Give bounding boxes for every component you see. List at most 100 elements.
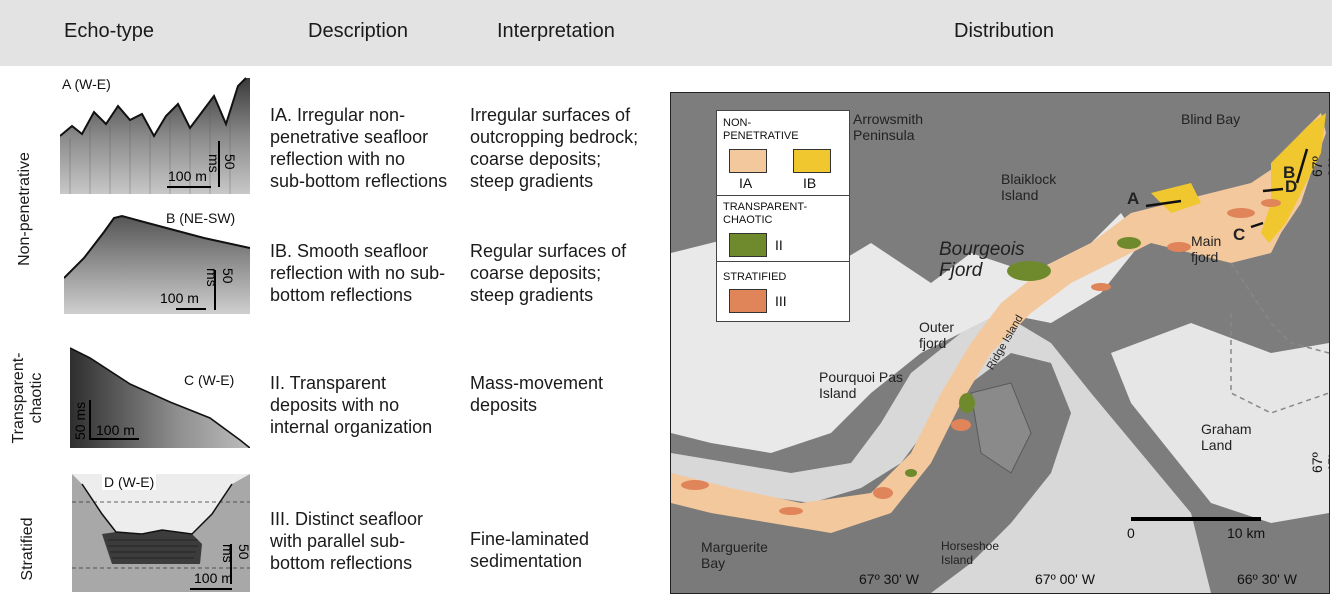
- fjord-iii-patch-1: [1227, 208, 1255, 218]
- description-ib: IB. Smooth seafloor reflection with no s…: [270, 241, 446, 305]
- echogram-a-hscale-label: 100 m: [168, 168, 207, 184]
- label-pourquoi-pas: Pourquoi Pas Island: [819, 369, 904, 401]
- echogram-d-vscale-bar: [230, 544, 232, 584]
- echogram-c: C (W-E) 50 ms 100 m: [70, 344, 250, 448]
- legend-label-ib: IB: [803, 175, 817, 191]
- legend-swatch-iii: [729, 289, 767, 313]
- boundary-line-1: [1230, 262, 1329, 354]
- fjord-iii-patch-3: [1167, 242, 1191, 252]
- legend-label-ii: II: [775, 237, 783, 253]
- coord-lat-2: 67º 45' S: [1309, 452, 1330, 473]
- label-profile-d: D: [1285, 177, 1298, 196]
- fjord-iii-patch-6: [873, 487, 893, 499]
- fjord-ia-area: [671, 113, 1326, 533]
- echogram-d-image: [72, 474, 250, 592]
- echogram-c-vscale-label: 50 ms: [72, 401, 88, 440]
- coord-lat-1: 67º 30' S: [1309, 156, 1330, 177]
- echogram-a-hscale-bar: [167, 186, 211, 188]
- echogram-b-hscale-label: 100 m: [160, 290, 199, 306]
- description-ia: IA. Irregular non- penetrative seafloor …: [270, 105, 448, 191]
- description-ii: II. Transparent deposits with no interna…: [270, 373, 433, 437]
- echogram-b-tag: B (NE-SW): [164, 210, 238, 226]
- label-profile-b: B: [1283, 163, 1296, 182]
- echogram-c-hscale-label: 100 m: [96, 422, 135, 438]
- label-bourgeois-fjord: Bourgeois Fjord: [939, 239, 1025, 281]
- row-label-transparent-chaotic: Transparent- chaotic: [10, 348, 50, 448]
- map-legend: NON- PENETRATIVE IA IB TRANSPARENT- CHAO…: [716, 110, 850, 322]
- legend-divider-2: [717, 261, 849, 262]
- interpretation-ia: Irregular surfaces of outcropping bedroc…: [470, 105, 639, 191]
- label-profile-c: C: [1233, 225, 1246, 244]
- echogram-a: A (W-E) 100 m 50 ms: [60, 76, 250, 194]
- echogram-b-vscale-label: 50 ms: [204, 268, 236, 287]
- profile-line-c: [1250, 221, 1264, 229]
- label-profile-a: A: [1127, 189, 1140, 208]
- row-label-stratified: Stratified: [19, 517, 36, 581]
- interpretation-ii: Mass-movement deposits: [470, 373, 604, 415]
- row-label-transparent-line1: Transparent-: [10, 352, 27, 444]
- label-horseshoe-island: Horseshoe Island: [941, 539, 1000, 567]
- fjord-iii-patch-8: [681, 480, 709, 490]
- label-graham-land: Graham Land: [1201, 421, 1252, 453]
- row-label-transparent-line2: chaotic: [28, 372, 45, 424]
- fjord-ib-patch: [1151, 183, 1201, 213]
- fjord-iii-patch-7: [779, 507, 803, 515]
- fjord-iii-patch-4: [1091, 283, 1111, 291]
- label-blind-bay: Blind Bay: [1181, 111, 1241, 127]
- legend-heading-non-penetrative: NON- PENETRATIVE: [723, 117, 799, 142]
- label-marguerite-bay: Marguerite Bay: [701, 539, 768, 571]
- header-interpretation: Interpretation: [497, 20, 615, 42]
- description-iii: III. Distinct seafloor with parallel sub…: [270, 509, 424, 573]
- echogram-a-vscale-bar: [218, 141, 220, 187]
- legend-label-iii: III: [775, 293, 787, 309]
- sea-ice-area-east: [1111, 323, 1329, 523]
- echogram-b-hscale-bar: [176, 308, 206, 310]
- label-arrowsmith: Arrowsmith Peninsula: [853, 111, 924, 143]
- profile-line-b: [1295, 148, 1309, 184]
- scale-bar-end: 10 km: [1227, 525, 1266, 541]
- legend-swatch-ii: [729, 233, 767, 257]
- echogram-c-vscale-bar: [89, 400, 91, 440]
- legend-swatch-ia: [729, 149, 767, 173]
- legend-label-ia: IA: [739, 175, 753, 191]
- echogram-a-tag: A (W-E): [60, 76, 113, 92]
- echogram-d: D (W-E) 50 ms 100 m: [72, 474, 250, 592]
- profile-line-d: [1262, 187, 1284, 193]
- fjord-ib-area: [1261, 113, 1326, 243]
- echogram-d-hscale-label: 100 m: [194, 570, 233, 586]
- echogram-a-image: [60, 77, 250, 194]
- table-header: Echo-type Description Interpretation Dis…: [0, 0, 1332, 66]
- map-scale-bar: [1131, 517, 1261, 521]
- echogram-c-hscale-bar: [89, 438, 139, 440]
- echogram-b-vscale-bar: [214, 270, 216, 310]
- boundary-line-2: [1230, 313, 1329, 414]
- interpretation-iii: Fine-laminated sedimentation: [470, 529, 590, 571]
- scale-bar-start: 0: [1127, 525, 1135, 541]
- label-outer-fjord: Outer fjord: [919, 319, 955, 351]
- legend-divider-1: [717, 195, 849, 196]
- fjord-ii-patch-3: [959, 393, 975, 413]
- coord-lon-1: 67º 30' W: [859, 571, 919, 587]
- echogram-d-tag: D (W-E): [102, 474, 157, 490]
- coord-lon-3: 66º 30' W: [1237, 571, 1297, 587]
- ridge-island-shape: [970, 382, 1032, 474]
- legend-heading-stratified: STRATIFIED: [723, 271, 787, 283]
- header-description: Description: [308, 20, 409, 42]
- echogram-d-hscale-bar: [190, 588, 232, 590]
- header-distribution: Distribution: [954, 20, 1055, 42]
- coord-lon-2: 67º 00' W: [1035, 571, 1095, 587]
- profile-line-a: [1145, 199, 1182, 208]
- legend-swatch-ib: [793, 149, 831, 173]
- label-blaiklock: Blaiklock Island: [1001, 171, 1057, 203]
- echogram-b-image: [64, 214, 250, 314]
- echogram-c-tag: C (W-E): [182, 372, 237, 388]
- fjord-ii-patch-1: [1007, 261, 1051, 281]
- legend-heading-transparent: TRANSPARENT- CHAOTIC: [723, 201, 808, 226]
- echogram-b: B (NE-SW) 100 m 50 ms: [64, 208, 250, 314]
- fjord-ii-patch-2: [1117, 237, 1141, 249]
- header-echo-type: Echo-type: [64, 20, 155, 42]
- echogram-c-image: [70, 347, 250, 448]
- interpretation-ib: Regular surfaces of coarse deposits; ste…: [470, 241, 627, 305]
- fjord-iii-patch-5: [951, 419, 971, 431]
- land-mass-south: [671, 353, 1071, 593]
